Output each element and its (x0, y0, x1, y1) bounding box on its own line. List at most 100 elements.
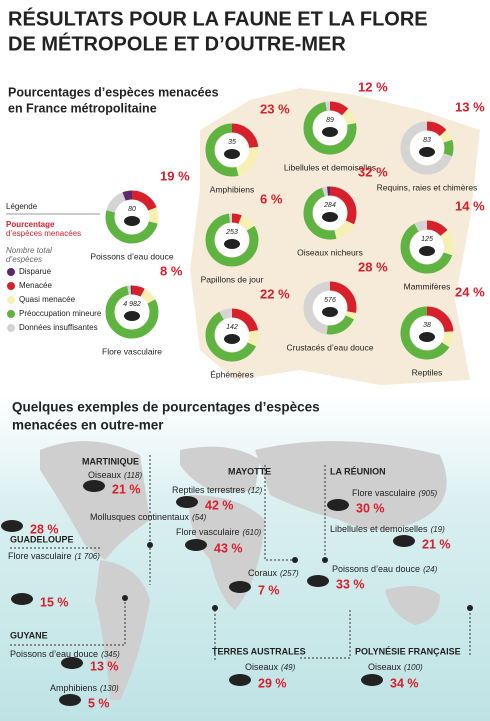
species-name: Mammifères (404, 281, 451, 291)
leader-lines (10, 455, 471, 660)
species-pct: 19 % (160, 168, 190, 183)
item-pct: 21 % (422, 537, 451, 551)
donut-segment (205, 308, 259, 362)
species-name: Éphémères (210, 369, 253, 379)
item-name: Reptiles terrestres (172, 485, 246, 495)
item-name: Amphibiens (50, 683, 98, 693)
donut-segment (205, 213, 259, 267)
species-name: Libellules et demoiselles (284, 162, 376, 172)
species-total: 253 (225, 229, 238, 236)
donut-segment (303, 186, 357, 240)
item-pct: 42 % (205, 498, 234, 512)
item-count: (610) (243, 528, 262, 537)
species-icon (322, 127, 338, 137)
donut-segment (105, 285, 159, 339)
item-count: (19) (431, 525, 446, 534)
item-icon (176, 496, 198, 508)
item-count: (54) (192, 513, 207, 522)
donut-segment (400, 306, 454, 360)
species-total: 142 (226, 324, 238, 331)
region-name: GUYANE (10, 630, 48, 640)
donut-segment (400, 220, 454, 274)
item-pct: 43 % (214, 541, 243, 555)
item-icon (61, 657, 83, 669)
legend-swatch (7, 310, 15, 318)
item-icon (229, 674, 251, 686)
species-total: 576 (324, 297, 336, 304)
title: DE MÉTROPOLE ET D’OUTRE-MER (8, 32, 346, 55)
donut-segment (105, 190, 159, 244)
legend-label: Quasi menacée (19, 295, 76, 304)
item-count: (49) (281, 663, 296, 672)
item-label: Flore vasculaire (1 706) (8, 551, 100, 561)
donut-segment (105, 190, 159, 244)
item-label: Mollusques continentaux (54) (90, 512, 207, 522)
item-icon (185, 539, 207, 551)
donut-segment (400, 121, 454, 175)
species-icon (322, 212, 338, 222)
title: RÉSULTATS POUR LA FAUNE ET LA FLORE (8, 7, 428, 30)
legend-title: Légende (6, 202, 38, 211)
item-icon (393, 535, 415, 547)
species-pct: 28 % (358, 259, 388, 274)
item-pct: 34 % (390, 676, 419, 690)
species-icon (419, 332, 435, 342)
item-name: Flore vasculaire (8, 551, 72, 561)
species-name: Oiseaux nicheurs (297, 247, 363, 257)
species-name: Reptiles (412, 367, 443, 377)
item-count: (100) (404, 663, 423, 672)
donut-segment (205, 123, 259, 177)
item-count: (12) (248, 486, 263, 495)
item-name: Coraux (248, 568, 278, 578)
item-icon (307, 575, 329, 587)
donut-segment (303, 186, 357, 240)
donut-segment (303, 281, 357, 335)
donut-segment (303, 101, 357, 155)
donut-segment (400, 220, 454, 274)
legend-total: Nombre total (6, 246, 52, 255)
item-count: (257) (280, 569, 299, 578)
continents (40, 441, 447, 700)
species-total: 125 (421, 236, 433, 243)
legend-label: Préoccupation mineure (19, 309, 102, 318)
item-pct: 33 % (336, 577, 365, 591)
section-title: menacées en outre-mer (12, 418, 164, 433)
species-pct: 14 % (455, 198, 485, 213)
species-total: 284 (323, 202, 336, 209)
legend-label: Menacée (19, 281, 52, 290)
species-name: Crustacés d’eau douce (287, 342, 374, 352)
legend-swatch (7, 296, 15, 304)
item-pct: 30 % (356, 501, 385, 515)
donut-segment (205, 308, 259, 362)
item-pct: 5 % (88, 696, 110, 710)
donut-segment (303, 281, 357, 335)
species-total: 38 (423, 322, 431, 329)
species-pct: 24 % (455, 284, 485, 299)
item-pct: 28 % (30, 522, 59, 536)
species-pct: 8 % (160, 263, 183, 278)
donut-segment (400, 220, 454, 274)
species-name: Flore vasculaire (102, 346, 162, 356)
markers (122, 542, 473, 611)
item-count: (118) (124, 471, 142, 480)
item-label: Reptiles terrestres (12) (172, 485, 263, 495)
item-label: Flore vasculaire (610) (176, 527, 262, 537)
item-count: (905) (419, 489, 438, 498)
item-count: (24) (423, 565, 438, 574)
item-name: Oiseaux (245, 662, 279, 672)
legend-swatch (7, 282, 15, 290)
species-name: Amphibiens (210, 184, 254, 194)
donut-segment (205, 308, 259, 362)
item-count: (345) (101, 650, 120, 659)
region-name: MARTINIQUE (82, 456, 139, 466)
item-label: Poissons d’eau douce (345) (10, 649, 120, 659)
donut-segment (205, 213, 259, 267)
donut-segment (400, 121, 454, 175)
species-pct: 22 % (260, 286, 290, 301)
legend-pct: Pourcentage (6, 220, 55, 229)
species-pct: 12 % (358, 79, 388, 94)
species-name: Requins, raies et chimères (377, 182, 478, 192)
species-name: Poissons d’eau douce (90, 251, 173, 261)
species-icon (322, 307, 338, 317)
